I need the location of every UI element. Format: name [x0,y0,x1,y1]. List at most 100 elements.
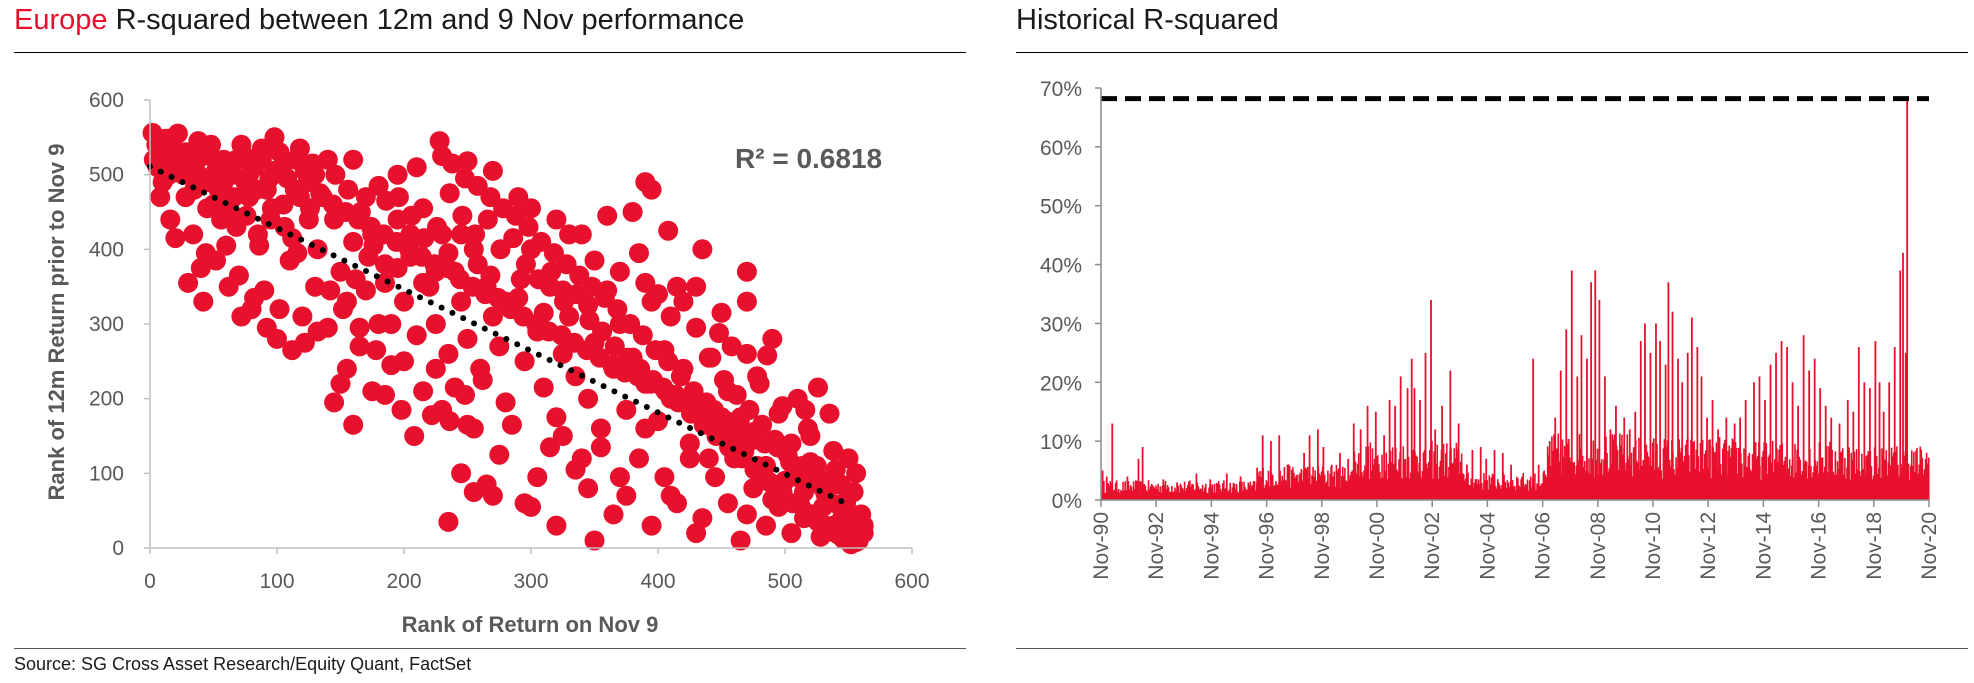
r-squared-bar [1647,456,1650,500]
r-squared-bar [1386,479,1389,500]
r-squared-bar [1562,456,1565,500]
r-squared-bar [1279,470,1281,500]
r-squared-bar [1427,462,1430,500]
r-squared-bar [1488,475,1491,500]
r-squared-bar [1653,438,1655,500]
r-squared-bar [1608,468,1611,500]
scatter-point [239,164,260,185]
r-squared-bar [1657,468,1659,500]
r-squared-bar [1654,469,1656,500]
r-squared-bar [1103,480,1105,500]
r-squared-bar [1212,492,1215,500]
r-squared-bar [1616,450,1619,500]
scatter-x-tick-label: 100 [259,570,294,593]
r-squared-bar [1715,442,1718,500]
r-squared-bar [1730,447,1733,500]
r-squared-bar [1804,460,1807,500]
scatter-y-tick-label: 400 [89,238,124,261]
r-squared-bar [1526,479,1529,500]
r-squared-spike [1634,411,1637,500]
scatter-point [439,411,460,432]
r-squared-spike [1902,252,1904,500]
r-squared-bar [1425,463,1428,500]
scatter-x-tick-label: 200 [386,570,421,593]
r-squared-bar [1496,479,1499,500]
r-squared-bar [1341,466,1344,500]
r-squared-bar [1760,479,1762,500]
r-squared-bar [1253,481,1256,500]
r-squared-bar [1522,472,1525,500]
r-squared-bar [1476,483,1479,500]
r-squared-spike [1706,417,1708,500]
scatter-point [343,149,364,170]
r-squared-bar [1219,488,1222,500]
scatter-point [597,205,618,226]
r-squared-bar [1384,470,1387,500]
scatter-point [482,160,503,181]
r-squared-bar [1539,486,1542,500]
r-squared-bar [1916,448,1918,500]
scatter-point [698,448,719,469]
r-squared-bar [1817,473,1820,500]
r-squared-bar [1324,483,1327,500]
r-squared-bar [1398,459,1400,500]
r-squared-bar [1747,455,1750,500]
r-squared-bar [1613,434,1616,500]
r-squared-bar [1832,471,1834,500]
bar-x-tick-label: Nov-92 [1145,512,1168,580]
r-squared-spike [1797,405,1800,500]
scatter-y-tick-label: 300 [89,313,124,336]
r-squared-bar [1837,468,1840,500]
r-squared-bar [1228,489,1230,500]
r-squared-bar [1458,473,1461,500]
r-squared-bar [1517,478,1519,500]
r-squared-bar [1464,480,1466,500]
r-squared-bar [1729,456,1732,500]
scatter-y-tick-label: 100 [89,462,124,485]
r-squared-bar [1174,487,1176,500]
r-squared-bar [1173,491,1175,500]
r-squared-bar [1198,489,1201,500]
r-squared-bar [1113,489,1116,500]
r-squared-bar [1572,462,1574,500]
scatter-point [629,448,649,469]
r-squared-bar [1835,474,1838,500]
scatter-point [292,306,313,327]
r-squared-bar [1143,484,1146,500]
r-squared-bar [1662,448,1665,500]
r-squared-bar [1280,480,1282,500]
r-squared-bar [1211,484,1213,500]
r-squared-bar [1391,447,1394,500]
r-squared-bar [1355,473,1358,500]
scatter-point [705,467,726,488]
r-squared-bar [1448,467,1450,500]
r-squared-bar [1107,483,1109,500]
scatter-point [541,261,562,282]
scatter-point [165,228,186,249]
r-squared-bar [1438,466,1441,500]
r-squared-bar [1477,479,1480,500]
r-squared-bar [1836,461,1839,500]
bar-x-tick-label: Nov-14 [1752,512,1775,580]
r-squared-spike [1696,346,1699,500]
scatter-point [772,396,793,417]
r-squared-bar [1227,491,1229,500]
scatter-points [142,122,874,555]
r-squared-bar [1186,484,1189,500]
r-squared-spike [1786,346,1788,500]
r-squared-bar [1833,474,1836,500]
r-squared-bar [1545,477,1548,500]
r-squared-bar [1504,481,1506,500]
r-squared-bar [1703,453,1706,500]
r-squared-bar [1276,484,1278,500]
r-squared-bar [1349,475,1351,500]
r-squared-spike [1609,429,1612,500]
bar-y-tick-label: 10% [1040,431,1082,454]
r-squared-spike [1802,335,1805,500]
r-squared-bar [1381,454,1383,500]
r-squared-bar [1387,463,1390,500]
scatter-point [320,280,341,301]
r-squared-bar [1913,451,1915,500]
scatter-point [686,276,707,297]
r-squared-bar [1919,446,1922,500]
